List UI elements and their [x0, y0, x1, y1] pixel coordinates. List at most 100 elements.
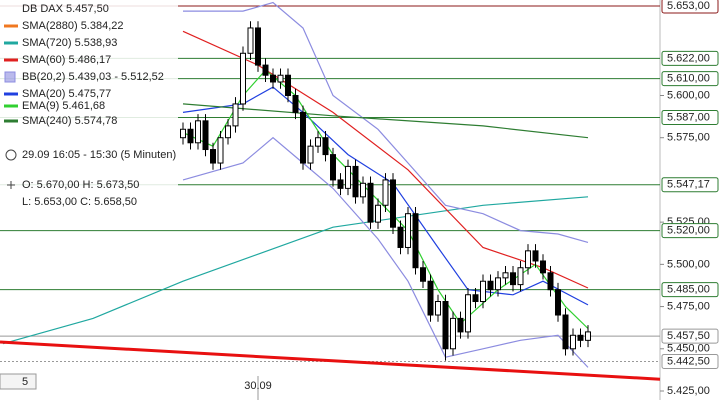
candle-body	[225, 125, 231, 139]
candle-body	[517, 267, 524, 286]
zoom-label: 5	[22, 376, 28, 388]
y-tick-label: 5.475,00	[667, 300, 710, 312]
legend-label: SMA(240) 5.574,78	[22, 115, 117, 127]
price-box	[661, 50, 719, 66]
price-box-label: 5.610,00	[667, 73, 710, 85]
price-box-label: 5.653,00	[667, 0, 710, 12]
candle-body	[217, 137, 224, 164]
y-tick-label: 5.600,00	[667, 89, 710, 101]
candle-body	[435, 301, 441, 316]
legend-label: SMA(2880) 5.384,22	[22, 20, 124, 32]
candle-body	[577, 334, 584, 341]
candle-body	[180, 128, 186, 139]
candle-body	[187, 128, 194, 144]
candle-body	[570, 334, 576, 350]
candle-body	[525, 250, 531, 269]
candle-body	[262, 64, 269, 76]
legend-label: SMA(20) 5.475,77	[22, 88, 111, 100]
candle-body	[420, 267, 426, 282]
footer-box[interactable]: 5	[0, 373, 37, 390]
candle-body	[585, 331, 591, 341]
candle-body	[337, 179, 344, 189]
zoom-box[interactable]	[0, 373, 37, 390]
legend-label: SMA(720) 5.538,93	[22, 37, 117, 49]
candle-body	[442, 301, 449, 350]
price-box-label: 5.457,50	[667, 330, 710, 342]
candle-body	[315, 137, 321, 147]
candle-body	[510, 272, 516, 286]
candle-body	[540, 260, 546, 274]
candle-body	[487, 280, 494, 291]
ohlc-line: L: 5.653,00 C: 5.658,50	[22, 196, 137, 208]
candle-body	[465, 294, 471, 333]
x-tick-label: 30.09	[244, 380, 272, 392]
price-box	[661, 177, 719, 193]
candle-body	[330, 154, 336, 181]
candle-body	[472, 294, 479, 303]
candle-body	[277, 74, 284, 83]
price-box-label: 5.485,00	[667, 284, 710, 296]
indicator-line	[183, 1, 589, 243]
legend-label: SMA(60) 5.486,17	[22, 54, 111, 66]
indicator-line	[2, 196, 589, 345]
ohlc-line: O: 5.670,00 H: 5.673,50	[22, 179, 139, 191]
candle-body	[255, 27, 261, 66]
candle-body	[405, 213, 411, 248]
price-box-label: 5.547,17	[667, 179, 710, 191]
clock-icon	[5, 149, 17, 161]
candle-body	[345, 165, 351, 189]
candle-body	[450, 317, 456, 350]
price-box	[661, 328, 719, 344]
candle-body	[352, 165, 359, 198]
candle-body	[210, 149, 216, 164]
price-box-label: 5.622,00	[667, 52, 710, 64]
candle-body	[412, 213, 419, 269]
candle-body	[562, 314, 569, 350]
price-box-label: 5.520,00	[667, 224, 710, 236]
candle-body	[285, 74, 291, 96]
candle-body	[397, 226, 404, 248]
chart-title: DB DAX 5.457,50	[22, 3, 109, 15]
candle-body	[195, 120, 201, 144]
time-range: 29.09 16:05 - 15:30 (5 Minuten)	[22, 149, 176, 161]
y-tick-label: 5.575,00	[667, 132, 710, 144]
candle-body	[427, 280, 434, 316]
legend-background	[0, 0, 178, 215]
trendline	[0, 340, 661, 381]
candle-body	[240, 52, 246, 105]
candle-body	[292, 94, 299, 113]
indicator-line	[182, 103, 589, 139]
price-box	[661, 109, 719, 125]
candle-body	[555, 289, 561, 316]
candle-body	[547, 272, 554, 291]
price-box	[661, 0, 719, 14]
legend-label: EMA(9) 5.461,68	[22, 100, 105, 112]
y-tick-label: 5.425,00	[667, 385, 710, 397]
candle-body	[375, 204, 381, 223]
candle-body	[270, 74, 276, 83]
candle-body	[232, 103, 239, 127]
price-box	[661, 223, 719, 239]
candle-body	[480, 280, 486, 303]
price-box	[661, 71, 719, 87]
crosshair-icon	[7, 181, 15, 189]
legend: DB DAX 5.457,50 29.09 16:05 - 15:30 (5 M…	[0, 0, 178, 215]
legend-label: BB(20,2) 5.439,03 - 5.512,52	[22, 71, 164, 83]
y-tick-label: 5.500,00	[667, 258, 710, 270]
price-box	[661, 353, 719, 369]
price-box-label: 5.442,50	[667, 355, 710, 367]
candle-body	[390, 179, 396, 228]
candle-body	[502, 272, 509, 279]
candle-body	[322, 137, 329, 156]
candle-body	[307, 145, 314, 164]
candle-body	[247, 27, 254, 54]
candle-body	[382, 179, 389, 206]
candle-body	[367, 182, 374, 223]
band-line	[182, 136, 589, 368]
candle-body	[495, 277, 501, 291]
legend-swatch	[4, 71, 16, 83]
candle-body	[532, 250, 539, 262]
candle-body	[202, 120, 209, 151]
